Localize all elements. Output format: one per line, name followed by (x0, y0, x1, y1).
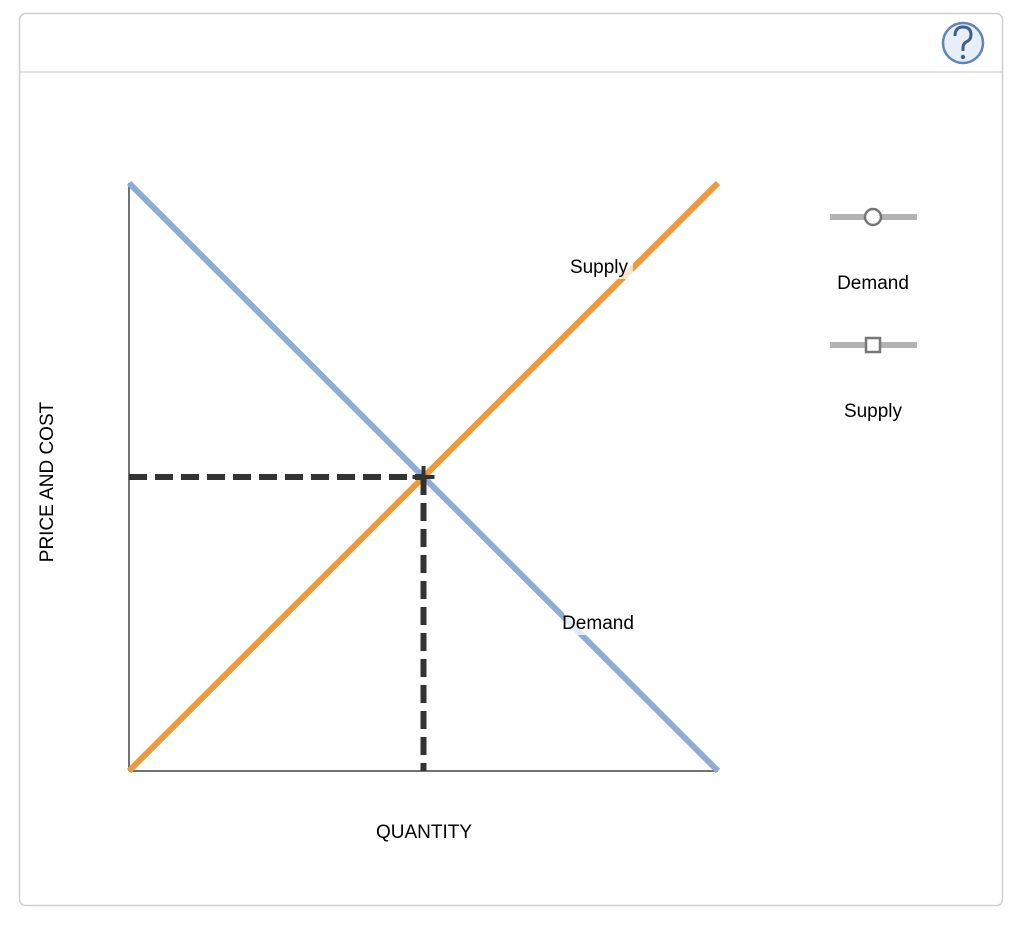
legend-tool[interactable]: Supply (830, 336, 917, 422)
legend-marker[interactable] (864, 336, 882, 354)
equilibrium-point (412, 466, 435, 488)
legend-label[interactable]: Demand (837, 273, 909, 294)
panel (18, 12, 1004, 907)
x-axis-label: QUANTITY (376, 822, 472, 843)
help-dot[interactable] (960, 54, 966, 60)
legend-label[interactable]: Supply (844, 401, 903, 422)
help-glyph[interactable] (953, 25, 973, 51)
line-label-background (565, 257, 633, 279)
legend-marker[interactable] (863, 207, 883, 227)
help-button[interactable] (941, 21, 985, 65)
line-label: Supply (570, 257, 629, 278)
line-label: Demand (562, 613, 634, 634)
legend-tool[interactable]: Demand (830, 207, 917, 294)
line-label-background (564, 613, 632, 635)
y-axis-label: PRICE AND COST (37, 401, 58, 562)
